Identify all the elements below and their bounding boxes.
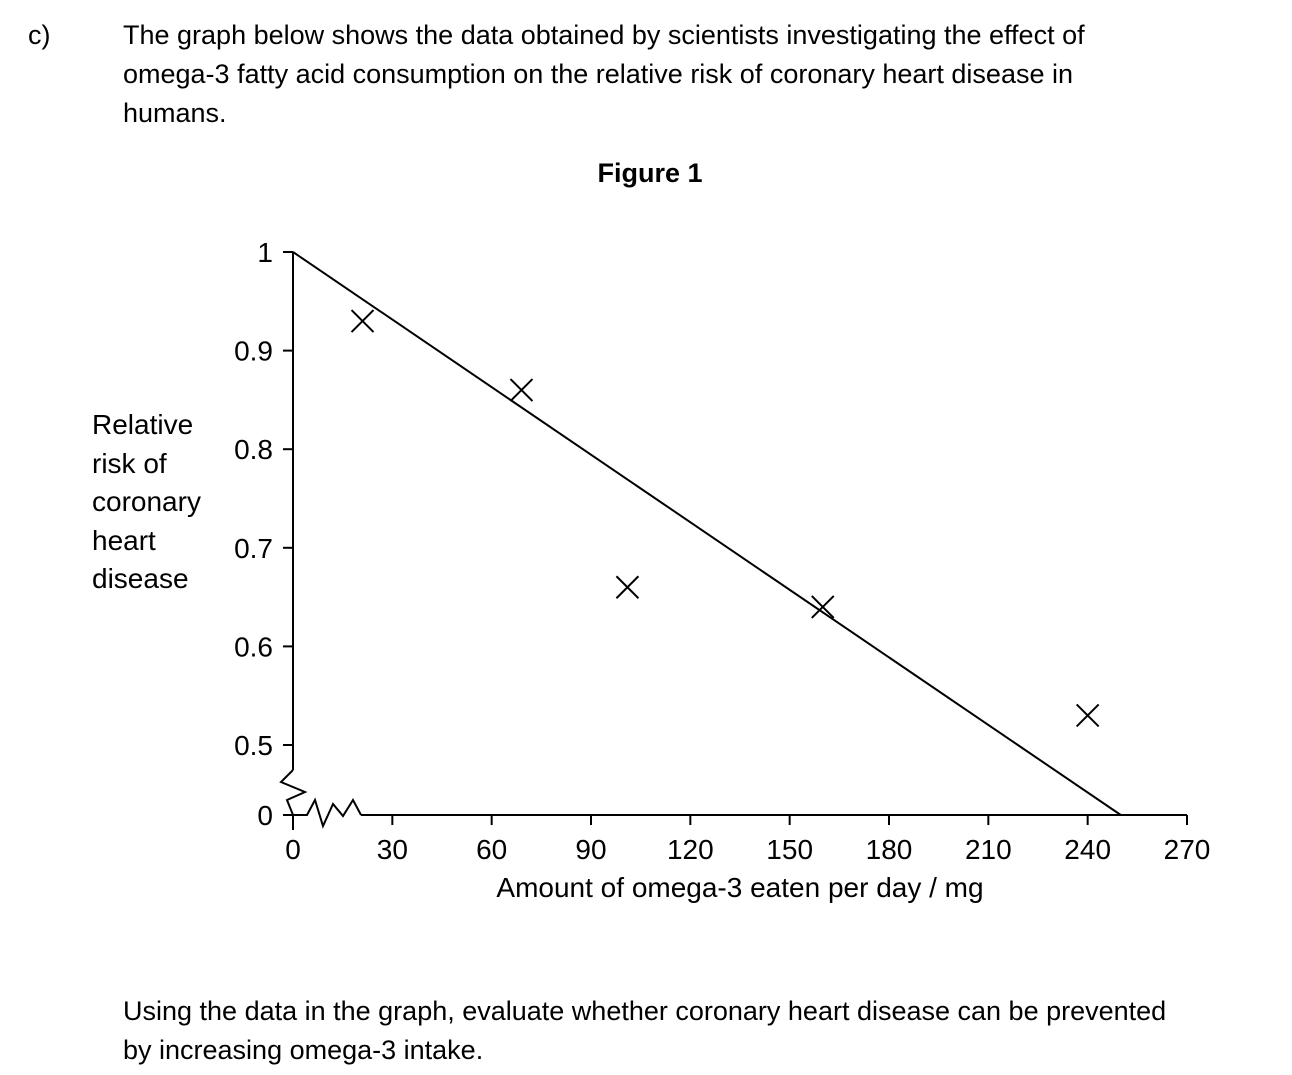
y-tick-label: 0 — [257, 800, 273, 831]
y-axis-label: Relative risk of coronary heart disease — [92, 406, 201, 599]
data-point-marker — [811, 595, 835, 619]
x-tick-label: 30 — [377, 834, 408, 865]
intro-text: The graph below shows the data obtained … — [123, 16, 1243, 133]
x-tick-label: 90 — [575, 834, 606, 865]
data-point-marker — [615, 575, 640, 599]
x-axis-label: Amount of omega-3 eaten per day / mg — [496, 872, 984, 903]
x-tick-label: 120 — [667, 834, 714, 865]
intro-line: omega-3 fatty acid consumption on the re… — [123, 59, 1073, 89]
intro-line: The graph below shows the data obtained … — [123, 20, 1085, 50]
y-tick-label: 1 — [257, 237, 273, 268]
question-label: c) — [28, 20, 51, 50]
x-tick-label: 0 — [285, 834, 301, 865]
y-axis-label-line: coronary — [92, 486, 201, 517]
question-line: by increasing omega-3 intake. — [123, 1035, 484, 1065]
data-point-marker — [1075, 703, 1100, 728]
y-tick-label: 0.8 — [234, 434, 273, 465]
x-tick-label: 270 — [1164, 834, 1211, 865]
y-axis-label-line: risk of — [92, 447, 167, 479]
y-tick-label: 0.5 — [234, 730, 273, 761]
question-text: Using the data in the graph, evaluate wh… — [123, 992, 1283, 1070]
y-tick-label: 0.6 — [234, 631, 273, 662]
data-point-marker — [350, 309, 375, 333]
y-axis-label-line: heart — [92, 524, 156, 556]
figure-title: Figure 1 — [597, 158, 703, 188]
question-line: Using the data in the graph, evaluate wh… — [123, 996, 1167, 1026]
x-tick-label: 210 — [965, 834, 1012, 865]
y-tick-label: 0.7 — [234, 533, 273, 564]
x-tick-label: 150 — [766, 834, 813, 865]
line-of-best-fit — [292, 251, 1122, 816]
x-axis-break — [283, 797, 362, 829]
y-tick-label: 0.9 — [234, 336, 273, 367]
x-tick-label: 240 — [1064, 834, 1111, 865]
x-tick-label: 180 — [866, 834, 913, 865]
y-axis-label-line: Relative — [92, 409, 194, 440]
y-axis-label-line: disease — [92, 563, 189, 594]
x-tick-label: 60 — [476, 834, 507, 865]
intro-line: humans. — [123, 98, 227, 128]
data-point-marker — [509, 378, 534, 402]
